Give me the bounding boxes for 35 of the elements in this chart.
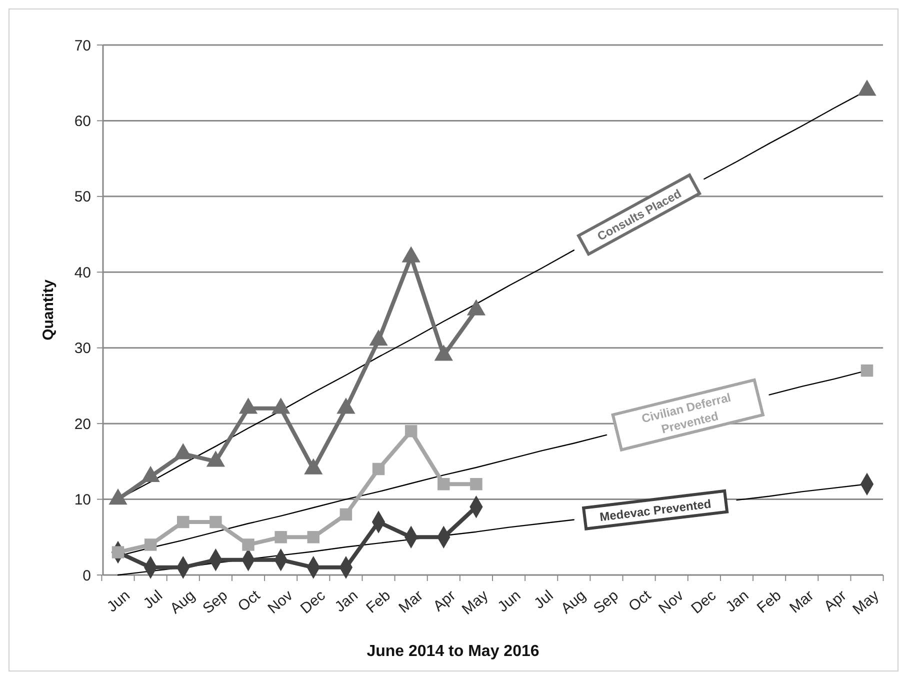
y-tick-label: 0 (82, 567, 91, 584)
x-tick-label: Jun (104, 587, 134, 616)
y-tick-label: 10 (74, 492, 91, 509)
x-tick-label: Apr (430, 587, 459, 616)
x-tick-label: Feb (363, 587, 394, 617)
x-tick-label: Oct (234, 586, 264, 616)
y-tick-label: 30 (74, 340, 91, 358)
x-tick-label: Mar (396, 587, 426, 617)
x-tick-label: May (850, 586, 883, 618)
x-tick-label: Nov (264, 586, 297, 618)
x-tick-label: Jul (531, 587, 557, 612)
y-tick-label: 20 (74, 416, 91, 433)
x-tick-label: Jan (332, 587, 362, 616)
x-axis-title: June 2014 to May 2016 (366, 643, 540, 660)
y-tick-label: 60 (74, 112, 91, 130)
x-tick-label: Sep (200, 587, 232, 618)
x-tick-label: Feb (754, 587, 785, 617)
x-tick-label: Jun (494, 587, 524, 616)
text: Medevac Prevented (598, 496, 712, 524)
y-tick-label: 70 (74, 37, 91, 54)
x-tick-label: Jul (140, 587, 166, 612)
x-tick-label: Aug (167, 587, 198, 618)
y-tick-label: 50 (74, 188, 91, 206)
x-tick-label: May (458, 586, 492, 618)
x-tick-label: Sep (590, 587, 622, 618)
x-tick-label: Oct (626, 586, 655, 616)
x-tick-label: Mar (786, 587, 818, 617)
x-tick-label: Dec (688, 586, 720, 618)
x-tick-label: Jan (722, 587, 752, 616)
y-axis-title: Quantity (40, 278, 57, 340)
x-tick-label: Dec (297, 586, 330, 618)
x-tick-label: Apr (820, 587, 850, 616)
x-tick-label: Nov (656, 586, 688, 618)
y-tick-label: 40 (74, 264, 91, 282)
x-tick-label: Aug (558, 587, 590, 618)
